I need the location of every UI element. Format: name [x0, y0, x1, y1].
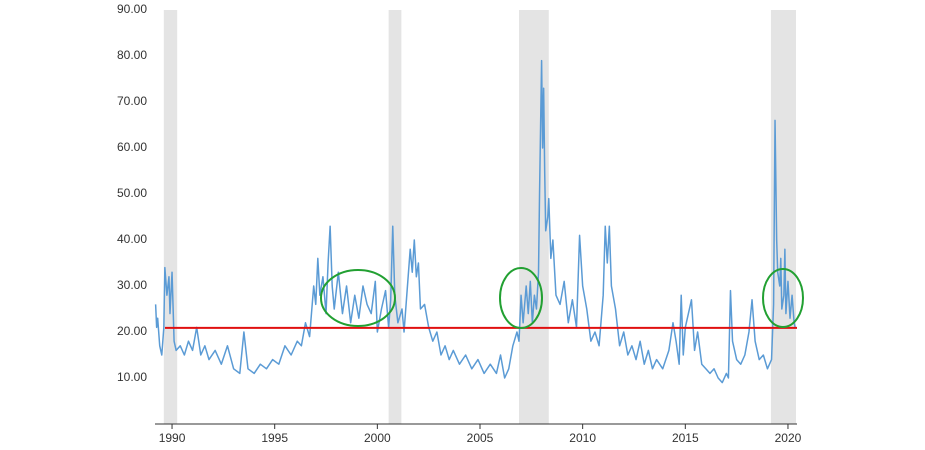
highlight-ellipse	[320, 269, 396, 327]
shaded-range	[163, 10, 178, 424]
series-line	[154, 59, 796, 384]
y-tick-label: 50.00	[117, 186, 147, 200]
highlight-ellipse	[762, 268, 804, 328]
plot	[154, 59, 797, 384]
y-tick-label: 40.00	[117, 232, 147, 246]
x-tick-label: 2000	[364, 431, 391, 445]
y-tick-label: 60.00	[117, 140, 147, 154]
y-tick-label: 30.00	[117, 278, 147, 292]
shaded-range	[519, 10, 549, 424]
shaded-range	[388, 10, 402, 424]
shades	[163, 10, 796, 424]
x-tick-label: 1990	[159, 431, 186, 445]
x-tick-label: 2010	[569, 431, 596, 445]
y-tick-label: 10.00	[117, 370, 147, 384]
y-tick-label: 20.00	[117, 324, 147, 338]
annotations	[320, 267, 804, 329]
highlight-ellipse	[499, 267, 543, 329]
x-tick-label: 2005	[467, 431, 494, 445]
x-tick-label: 1995	[261, 431, 288, 445]
y-tick-label: 90.00	[117, 2, 147, 16]
shaded-range	[770, 10, 796, 424]
y-tick-label: 80.00	[117, 48, 147, 62]
x-tick-label: 2020	[775, 431, 802, 445]
y-tick-label: 70.00	[117, 94, 147, 108]
x-tick-label: 2015	[672, 431, 699, 445]
